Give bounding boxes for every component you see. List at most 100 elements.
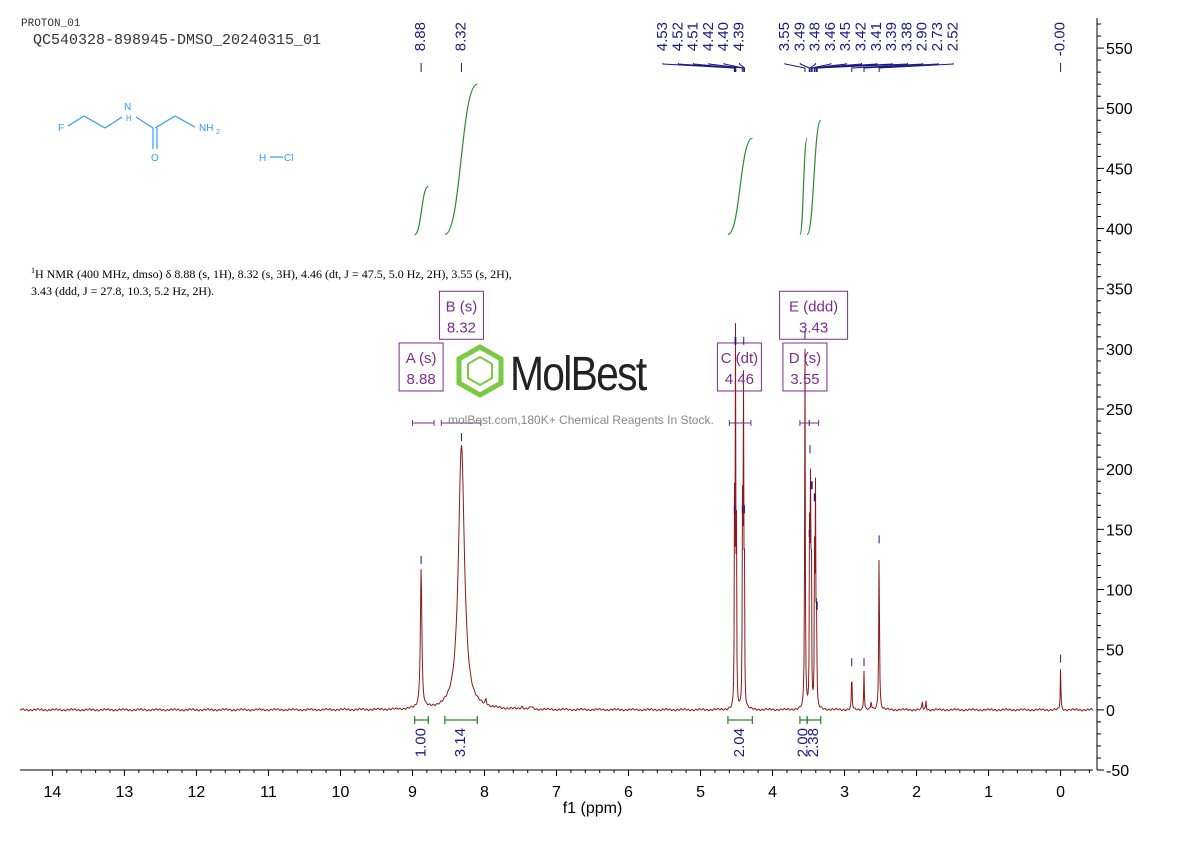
peak-leader-line [693,63,737,72]
y-tick-label: 450 [1106,161,1133,178]
y-tick-label: 50 [1106,643,1124,660]
spectrum-trace [19,323,1094,712]
peak-label: 3.45 [837,22,854,51]
multiplet-box [716,342,762,392]
y-tick-label: 0 [1106,703,1115,720]
x-tick-label: 10 [332,784,350,801]
y-tick-label: 500 [1106,101,1133,118]
peak-label: 4.42 [700,22,717,51]
integral-curve [806,119,822,236]
integral-value: 1.00 [412,728,429,757]
x-tick-label: 11 [260,784,277,801]
peak-label: 8.32 [452,22,469,51]
nmr-description: 1H NMR (400 MHz, dmso) δ 8.88 (s, 1H), 8… [31,262,591,300]
x-tick-label: 4 [768,784,777,801]
multiplet-shift: 3.55 [790,371,819,388]
multiplet-shift: 4.46 [725,371,754,388]
molbest-hexagon-logo [456,344,504,398]
peak-leader-line [677,63,736,72]
integral-value: 2.04 [731,728,748,757]
multiplet-letter: D (s) [789,350,822,367]
peak-leader-line [784,63,806,72]
peak-label: -0.00 [1052,22,1069,56]
y-tick-label: 350 [1106,282,1133,299]
peak-label: 2.73 [929,22,946,51]
peak-leader-line [813,63,862,72]
peak-leader-line [708,63,743,72]
watermark-brand: MolBest [510,348,647,401]
peak-leader-line [739,63,745,72]
description-line-1: H NMR (400 MHz, dmso) δ 8.88 (s, 1H), 8.… [35,267,512,281]
description-line-2: 3.43 (ddd, J = 27.8, 10.3, 5.2 Hz, 2H). [31,284,215,298]
multiplet-letter: E (ddd) [789,298,838,315]
x-tick-label: 12 [188,784,206,801]
multiplet-letter: B (s) [446,298,478,315]
peak-label: 3.46 [822,22,839,51]
x-tick-label: 1 [984,784,993,801]
molecule-label-nh2-subscript: 2 [216,129,220,136]
molecule-label-hcl-h: H [259,153,266,164]
x-tick-label: 3 [840,784,849,801]
molecule-label-o: O [151,153,159,164]
x-tick-label: 2 [912,784,921,801]
molecule-label-nh2: NH [199,123,213,134]
peak-leader-line [799,63,810,72]
peak-leader-line [723,63,745,72]
peak-label: 4.39 [730,22,747,51]
x-axis-label: f1 (ppm) [563,800,623,817]
peak-label: 4.40 [715,22,732,51]
y-tick-label: 250 [1106,402,1133,419]
peak-label: 3.49 [791,22,808,51]
molecule-label-h: H [126,114,132,123]
x-tick-label: 13 [116,784,134,801]
x-tick-label: 0 [1056,784,1065,801]
peak-label: 4.51 [685,22,702,51]
multiplet-letter: A (s) [406,350,437,367]
peak-label: 3.42 [852,22,869,51]
experiment-title: PROTON_01 [21,18,81,30]
multiplet-box [782,342,828,392]
multiplet-letter: C (dt) [721,350,759,367]
x-tick-label: 9 [408,784,417,801]
molecule-structure: F N H NH 2 O H Cl [58,102,293,164]
peak-label: 4.52 [669,22,686,51]
peak-label: 3.38 [898,22,915,51]
y-tick-label: 200 [1106,462,1133,479]
x-tick-label: 5 [696,784,705,801]
x-tick-label: 7 [552,784,561,801]
peak-label: 8.88 [412,22,429,51]
integral-curve [727,137,753,236]
y-tick-label: 550 [1106,41,1133,58]
y-tick-label: -50 [1106,763,1129,780]
x-tick-label: 8 [480,784,489,801]
peak-label: 3.55 [776,22,793,51]
multiplet-box [779,290,849,340]
multiplet-box [398,342,444,392]
peak-label: 3.39 [883,22,900,51]
peak-label: 2.52 [944,22,961,51]
peak-leader-line [809,63,817,72]
multiplet-shift: 8.32 [447,319,476,336]
molecule-label-f: F [58,123,64,134]
molecule-label-n: N [124,102,131,113]
x-tick-label: 14 [44,784,62,801]
peak-label: 3.41 [868,22,885,51]
x-tick-label: 6 [624,784,633,801]
integral-curve [414,185,429,236]
integral-value: 2.00 [794,728,811,757]
multiplet-shift: 8.88 [407,371,436,388]
peak-leader-line [878,63,954,72]
molecule-label-hcl-cl: Cl [284,153,293,164]
peak-label: 3.48 [807,22,824,51]
peak-leader-line [810,63,832,72]
multiplet-shift: 3.43 [799,319,828,336]
peak-leader-line [851,63,924,72]
nucleus-superscript: 1 [31,266,35,275]
multiplet-box [438,290,484,340]
sample-name: QC540328-898945-DMSO_20240315_01 [33,32,322,49]
integral-value: 3.14 [452,728,469,757]
peak-leader-line [816,63,908,72]
integral-curve [444,83,478,236]
peak-label: 2.90 [914,22,931,51]
